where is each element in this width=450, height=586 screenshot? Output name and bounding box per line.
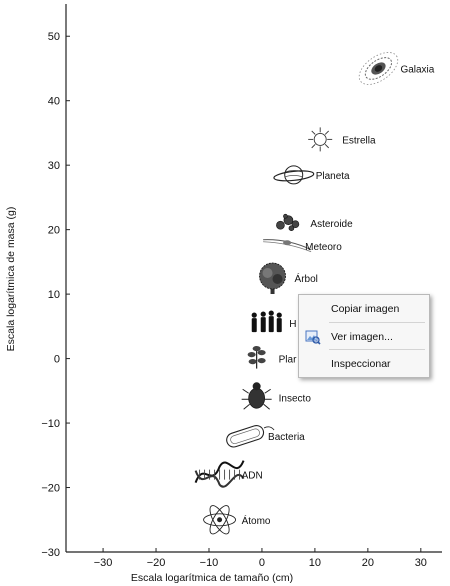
meteor-icon xyxy=(263,239,312,253)
x-tick-label: 0 xyxy=(259,557,265,569)
point-label: H xyxy=(289,319,296,330)
y-tick-label: 30 xyxy=(48,160,60,172)
asteroid-icon xyxy=(276,213,300,231)
menu-item-copy-image[interactable]: Copiar imagen xyxy=(331,303,400,315)
menu-separator xyxy=(329,322,425,323)
dna-icon xyxy=(194,460,245,488)
y-tick-label: −10 xyxy=(41,418,60,430)
y-axis-label: Escala logarítmica de masa (g) xyxy=(5,207,17,352)
point-label: Átomo xyxy=(242,514,271,527)
point-label: Plar xyxy=(279,355,297,366)
tree-icon xyxy=(259,262,286,294)
object-icons xyxy=(194,52,399,535)
bacteria-icon xyxy=(226,425,275,448)
x-tick-label: 30 xyxy=(415,557,427,569)
point-labels: Galaxia Estrella Planeta Asteroide Meteoro Ár… xyxy=(242,64,435,526)
point-label: ADN xyxy=(242,471,263,482)
point-label: Árbol xyxy=(295,272,318,285)
y-tick-label: 10 xyxy=(48,289,60,301)
atom-icon xyxy=(203,505,237,535)
humans-icon xyxy=(251,310,282,333)
context-menu: Copiar imagen Ver imagen... Inspeccionar xyxy=(298,294,430,378)
y-tick-label: 50 xyxy=(48,31,60,43)
y-tick-label: −30 xyxy=(41,547,60,559)
y-tick-label: 0 xyxy=(54,354,60,366)
point-label: Estrella xyxy=(342,135,376,146)
axes: 50 40 30 20 10 0 −10 −20 −30 −30 −20 −10 0 10 20 30 xyxy=(41,4,442,569)
planet-icon xyxy=(273,165,315,185)
menu-item-label: Ver imagen... xyxy=(331,331,393,343)
view-image-icon xyxy=(305,330,321,345)
menu-item-inspect[interactable]: Inspeccionar xyxy=(331,358,391,370)
y-tick-label: 20 xyxy=(48,225,60,237)
insect-icon xyxy=(241,382,272,410)
point-label: Bacteria xyxy=(268,432,305,443)
menu-separator xyxy=(329,349,425,350)
x-tick-label: −10 xyxy=(200,557,219,569)
menu-item-view-image[interactable]: Ver imagen... xyxy=(299,326,429,348)
x-tick-label: 20 xyxy=(362,557,374,569)
star-icon xyxy=(308,127,333,152)
point-label: Planeta xyxy=(316,171,350,182)
x-axis-label: Escala logarítmica de tamaño (cm) xyxy=(131,572,293,584)
point-label: Insecto xyxy=(279,393,312,404)
y-tick-label: 40 xyxy=(48,96,60,108)
x-tick-label: 10 xyxy=(309,557,321,569)
galaxy-icon xyxy=(358,52,399,85)
point-label: Asteroide xyxy=(310,219,353,230)
point-label: Meteoro xyxy=(305,242,342,253)
x-tick-label: −20 xyxy=(147,557,166,569)
plant-icon xyxy=(247,345,266,369)
y-tick-label: −20 xyxy=(41,483,60,495)
point-label: Galaxia xyxy=(400,64,434,75)
x-tick-label: −30 xyxy=(94,557,113,569)
